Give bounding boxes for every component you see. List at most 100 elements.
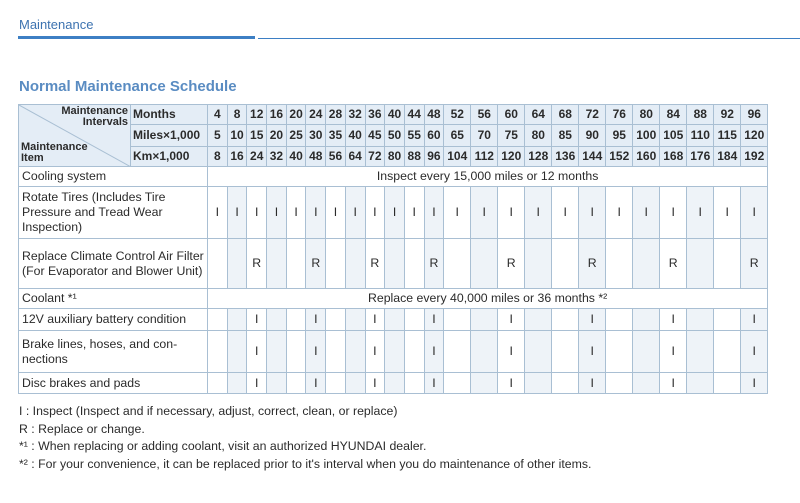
interval-value: 144 (578, 146, 607, 167)
interval-value: 168 (659, 146, 688, 167)
interval-value: 112 (470, 146, 499, 167)
schedule-cell: I (713, 186, 742, 239)
interval-label: Km×1,000 (130, 146, 208, 167)
interval-value: 105 (659, 124, 688, 147)
interval-value: 92 (713, 104, 742, 125)
interval-value: 110 (686, 124, 715, 147)
schedule-cell: I (246, 372, 268, 394)
schedule-cell (266, 308, 287, 331)
schedule-cell: I (226, 186, 248, 239)
interval-value: 95 (605, 124, 634, 147)
item-row: Cooling system Inspect every 15,000 miles… (18, 166, 769, 187)
schedule-cell (551, 372, 580, 394)
schedule-cell: I (344, 186, 366, 239)
schedule-cell: I (305, 372, 327, 394)
schedule-cell: I (497, 308, 526, 331)
interval-value: 96 (423, 146, 445, 167)
interval-value: 40 (285, 146, 307, 167)
schedule-cell: I (364, 330, 386, 373)
interval-value: 40 (384, 104, 405, 125)
schedule-cell (384, 238, 405, 289)
legend-line: R : Replace or change. (19, 421, 145, 436)
schedule-cell: I (423, 186, 445, 239)
schedule-cell (325, 238, 346, 289)
schedule-cell: I (384, 186, 405, 239)
schedule-cell: I (578, 308, 607, 331)
interval-value: 16 (226, 146, 248, 167)
legend-line: I : Inspect (Inspect and if necessary, a… (19, 404, 398, 418)
interval-value: 65 (443, 124, 472, 147)
interval-value: 55 (403, 124, 425, 147)
schedule-cell (344, 238, 366, 289)
schedule-cell (713, 330, 742, 373)
header-row: Km×1,000 8 16 24 32 40 48 56 64 72 80 88 96 104 112 120… (19, 146, 769, 167)
interval-value: 72 (364, 146, 386, 167)
interval-value: 45 (364, 124, 386, 147)
schedule-cell: I (443, 186, 472, 239)
legend-line: *¹ : When replacing or adding coolant, v… (19, 439, 427, 453)
schedule-cell: I (423, 372, 445, 394)
schedule-cell (285, 308, 307, 331)
interval-value: 25 (285, 124, 307, 147)
schedule-cell: I (659, 372, 688, 394)
schedule-cell (470, 372, 499, 394)
schedule-cell: I (423, 308, 445, 331)
schedule-cell (632, 330, 661, 373)
schedule-cell: I (497, 372, 526, 394)
schedule-cell (285, 372, 307, 394)
legend: I : Inspect (Inspect and if necessary, a… (19, 403, 591, 473)
schedule-cell: I (246, 330, 268, 373)
schedule-cell (686, 330, 715, 373)
schedule-cell: I (305, 308, 327, 331)
interval-value: 12 (246, 104, 268, 125)
schedule-cell (344, 330, 366, 373)
schedule-cell: R (246, 238, 268, 289)
item-name: Cooling system (18, 166, 208, 187)
item-row: Coolant *¹ Replace every 40,000 miles or … (18, 288, 769, 309)
corner-cell: Maintenance Intervals Maintenance Item (18, 104, 131, 167)
interval-value: 100 (632, 124, 661, 147)
interval-value: 35 (325, 124, 346, 147)
schedule-cell (403, 308, 425, 331)
schedule-cell: I (305, 186, 327, 239)
interval-value: 96 (740, 104, 769, 125)
schedule-cell (551, 330, 580, 373)
interval-value: 115 (713, 124, 742, 147)
schedule-cell (686, 308, 715, 331)
schedule-cell: I (740, 372, 769, 394)
schedule-cell (226, 330, 248, 373)
schedule-cell: I (632, 186, 661, 239)
interval-value: 192 (740, 146, 769, 167)
schedule-cell: I (659, 308, 688, 331)
interval-value: 16 (266, 104, 287, 125)
interval-value: 8 (207, 146, 228, 167)
interval-value: 85 (551, 124, 580, 147)
interval-label: Months (130, 104, 208, 125)
item-name: Brake lines, hoses, and con-nections (18, 330, 208, 373)
schedule-cell: I (578, 372, 607, 394)
schedule-cell: I (246, 186, 268, 239)
span-note: Replace every 40,000 miles or 36 months … (206, 288, 769, 309)
schedule-cell (470, 238, 499, 289)
schedule-cell (266, 330, 287, 373)
schedule-cell: I (605, 186, 634, 239)
schedule-cell: I (325, 186, 346, 239)
interval-value: 88 (686, 104, 715, 125)
interval-value: 152 (605, 146, 634, 167)
schedule-cell (605, 308, 634, 331)
schedule-cell (524, 238, 553, 289)
schedule-cell: I (364, 186, 386, 239)
schedule-cell: I (578, 330, 607, 373)
interval-value: 48 (423, 104, 445, 125)
schedule-cell (325, 372, 346, 394)
schedule-cell (713, 238, 742, 289)
interval-value: 8 (226, 104, 248, 125)
table-title: Normal Maintenance Schedule (19, 78, 237, 95)
schedule-cell (605, 238, 634, 289)
interval-value: 44 (403, 104, 425, 125)
schedule-cell: I (285, 186, 307, 239)
interval-value: 56 (470, 104, 499, 125)
schedule-cell: I (524, 186, 553, 239)
schedule-cell: R (364, 238, 386, 289)
